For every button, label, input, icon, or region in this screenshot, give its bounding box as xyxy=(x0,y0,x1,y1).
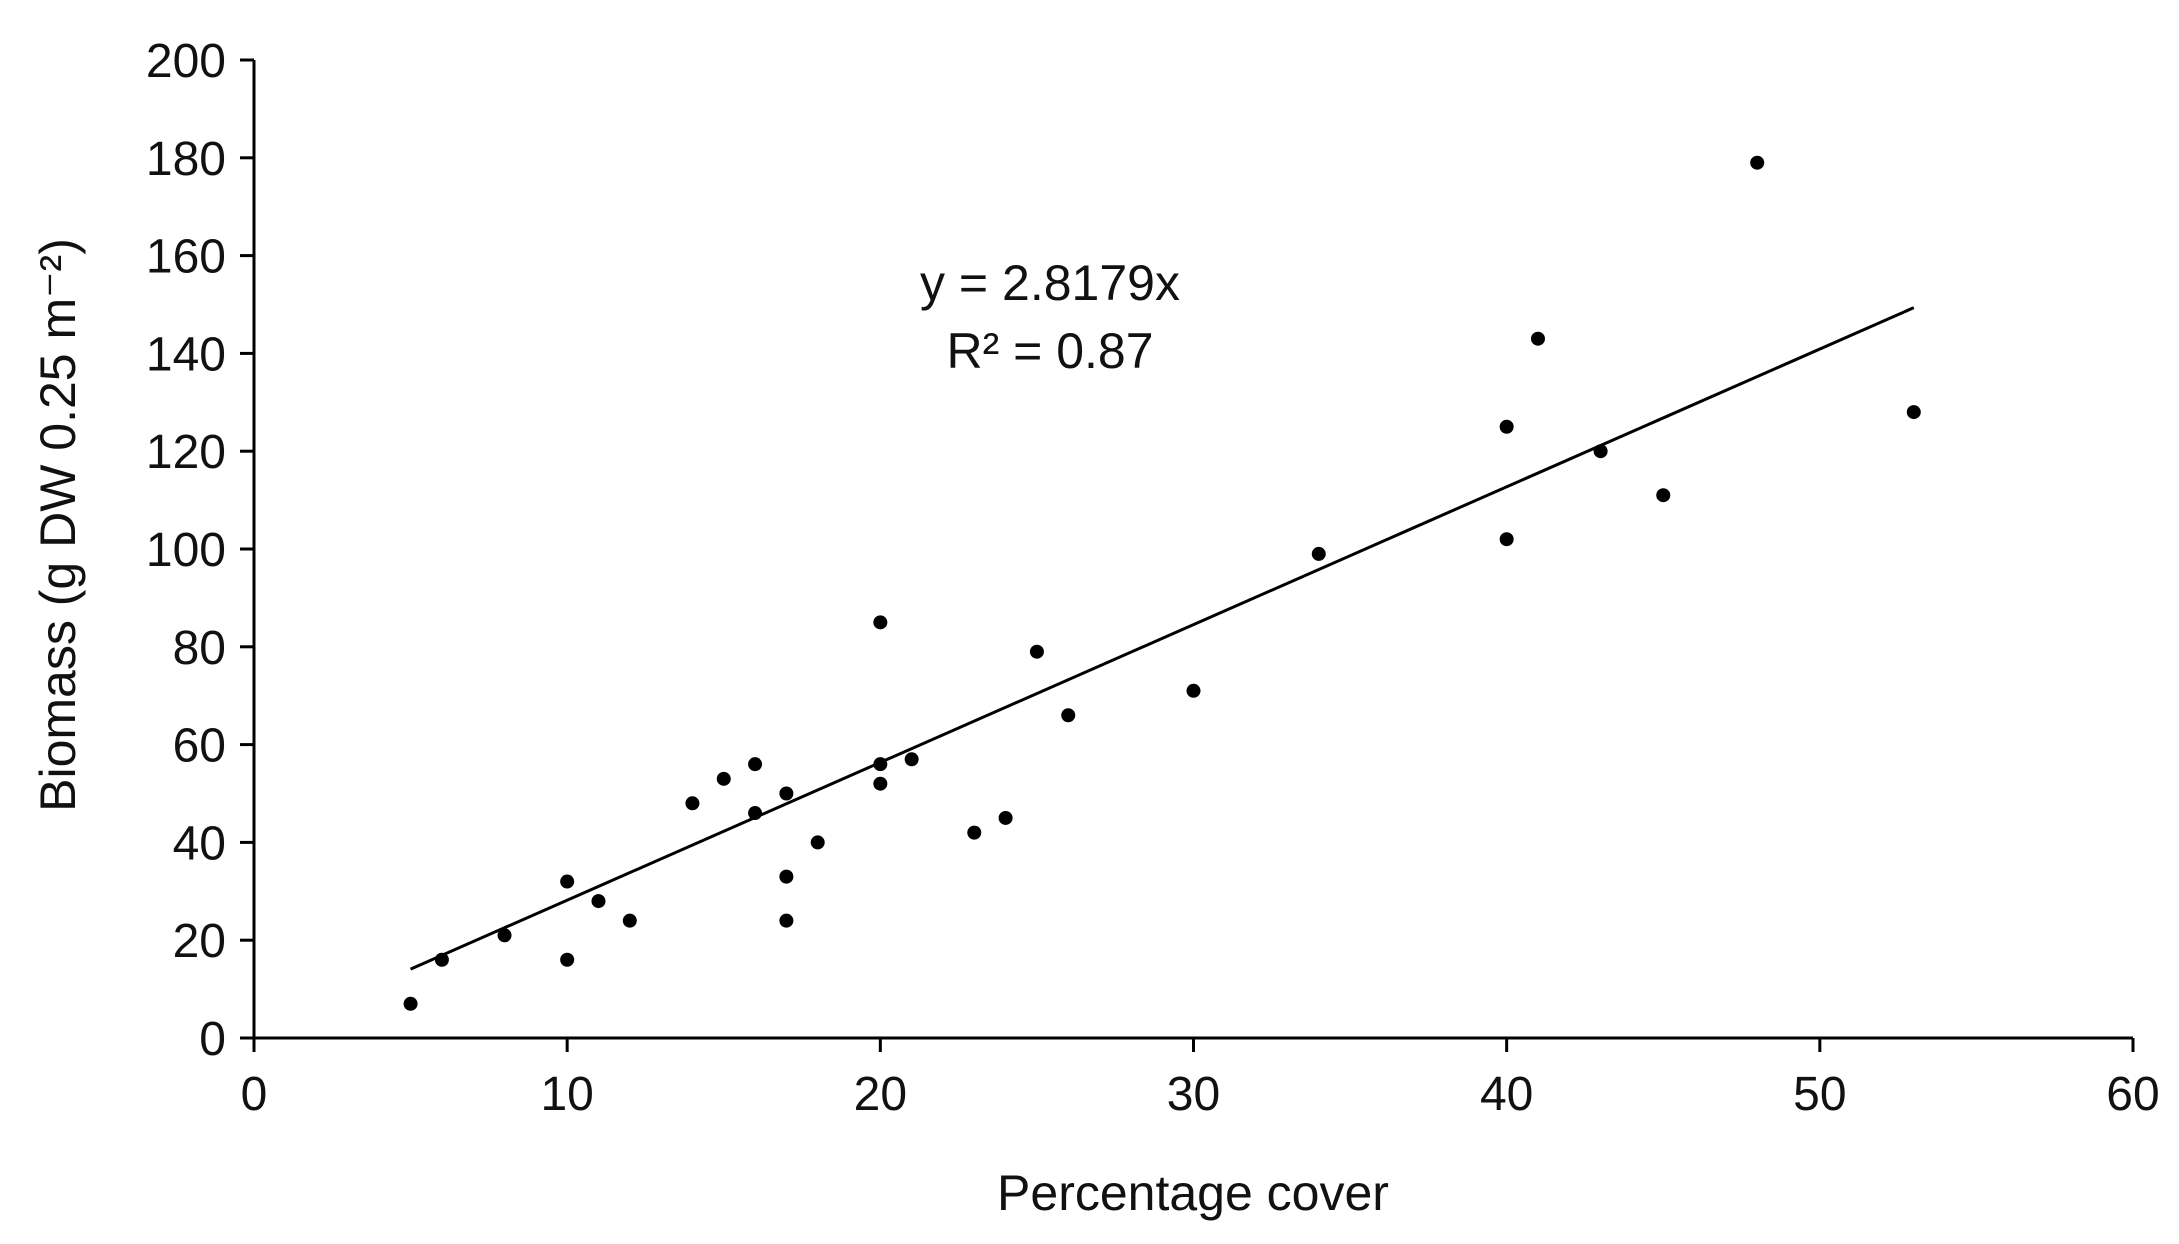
x-tick-label: 40 xyxy=(1480,1068,1533,1121)
axes xyxy=(252,60,2133,1040)
data-point xyxy=(1656,488,1671,503)
data-point xyxy=(1593,444,1608,459)
data-point xyxy=(967,825,982,840)
data-point xyxy=(873,757,888,772)
y-tick-label: 120 xyxy=(146,426,226,479)
y-axis-title: Biomass (g DW 0.25 m⁻²) xyxy=(30,238,86,812)
data-point xyxy=(1499,532,1514,547)
y-tick-label: 0 xyxy=(199,1013,226,1066)
y-tick-label: 160 xyxy=(146,231,226,284)
x-tick-label: 20 xyxy=(854,1068,907,1121)
data-point xyxy=(403,996,418,1011)
trendline xyxy=(409,306,1915,971)
data-point xyxy=(685,796,700,811)
x-axis-ticks: 0 10 20 30 40 50 60 xyxy=(241,1038,2160,1121)
data-point xyxy=(1186,683,1201,698)
y-tick-label: 180 xyxy=(146,133,226,186)
data-point xyxy=(1750,155,1765,170)
data-point xyxy=(998,810,1013,825)
x-tick-label: 30 xyxy=(1167,1068,1220,1121)
data-points xyxy=(403,155,1921,1011)
data-point xyxy=(1311,546,1326,561)
data-point xyxy=(779,869,794,884)
data-point xyxy=(810,835,825,850)
y-tick-label: 60 xyxy=(173,720,226,773)
data-point xyxy=(591,894,606,909)
data-point xyxy=(497,928,512,943)
y-tick-label: 40 xyxy=(173,817,226,870)
y-tick-label: 100 xyxy=(146,524,226,577)
data-point xyxy=(873,776,888,791)
x-tick-label: 0 xyxy=(241,1068,268,1121)
trendline-equation: y = 2.8179x xyxy=(920,255,1180,311)
y-tick-label: 80 xyxy=(173,622,226,675)
data-point xyxy=(748,806,763,821)
data-point xyxy=(716,771,731,786)
x-tick-label: 60 xyxy=(2106,1068,2159,1121)
data-point xyxy=(560,874,575,889)
data-point xyxy=(1061,708,1076,723)
data-point xyxy=(622,913,637,928)
data-point xyxy=(779,786,794,801)
data-point xyxy=(873,615,888,630)
y-tick-label: 200 xyxy=(146,35,226,88)
data-point xyxy=(560,952,575,967)
y-tick-label: 20 xyxy=(173,915,226,968)
data-point xyxy=(1530,331,1545,346)
y-axis-ticks: 0 20 40 60 80 100 120 140 160 180 200 xyxy=(146,35,254,1066)
trendline-r-squared: R² = 0.87 xyxy=(946,323,1153,379)
data-point xyxy=(904,752,919,767)
x-tick-label: 10 xyxy=(540,1068,593,1121)
y-tick-label: 140 xyxy=(146,328,226,381)
x-tick-label: 50 xyxy=(1793,1068,1846,1121)
data-point xyxy=(1499,419,1514,434)
x-axis-title: Percentage cover xyxy=(997,1165,1389,1221)
data-point xyxy=(779,913,794,928)
data-point xyxy=(1029,644,1044,659)
data-point xyxy=(1906,405,1921,420)
trendline-group xyxy=(409,306,1915,971)
data-point xyxy=(748,757,763,772)
data-point xyxy=(434,952,449,967)
